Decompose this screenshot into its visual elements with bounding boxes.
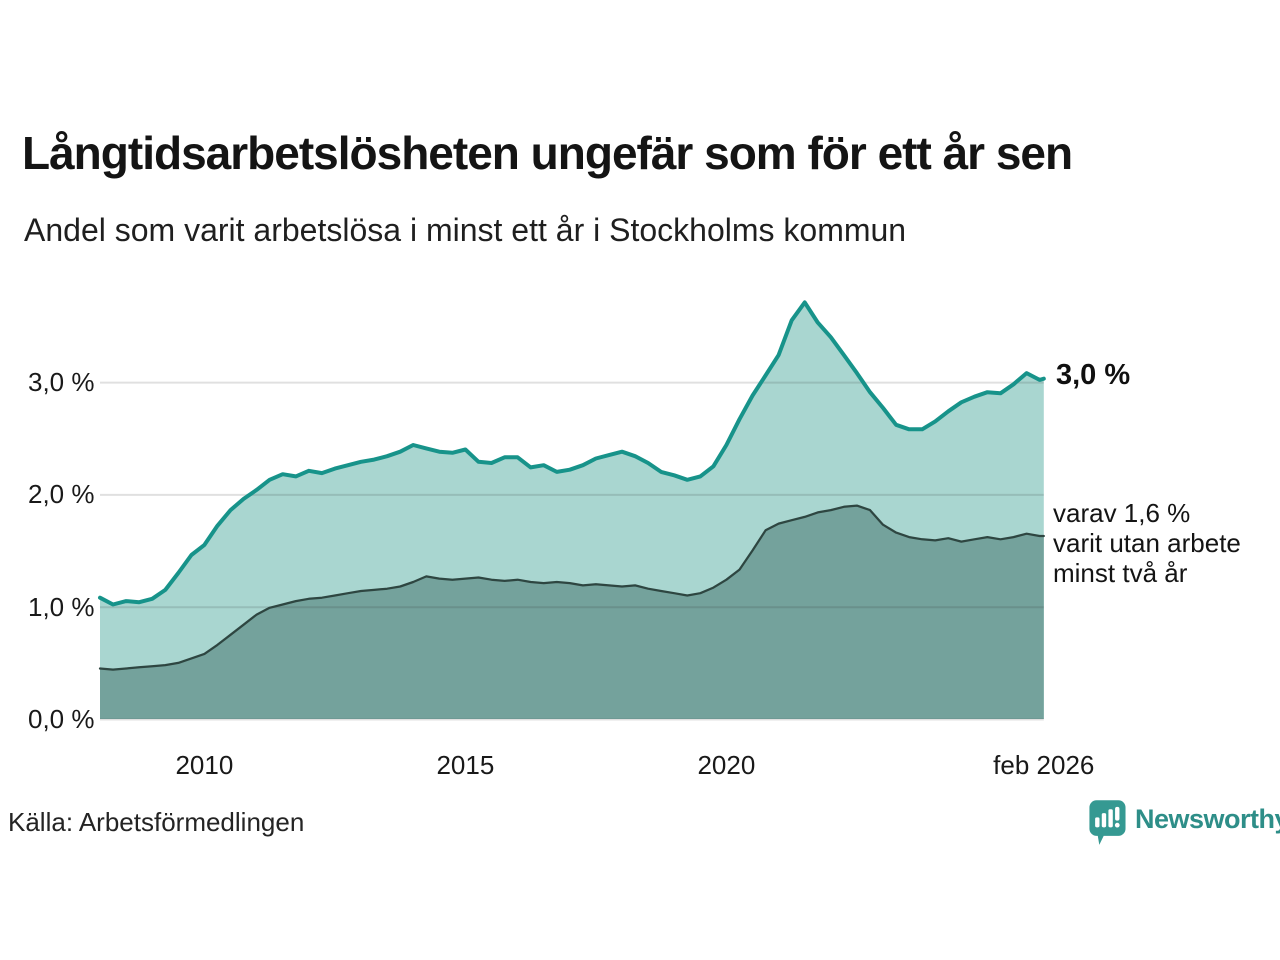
y-tick-label: 3,0 % xyxy=(28,367,95,398)
y-tick-label: 0,0 % xyxy=(28,704,95,734)
newsworthy-logo-icon xyxy=(1089,800,1126,845)
annotation-two-year: varav 1,6 % varit utan arbete minst två … xyxy=(1053,498,1241,588)
x-tick-label: 2015 xyxy=(436,750,495,780)
line-two-year xyxy=(98,504,1045,671)
y-tick-label: 2,0 % xyxy=(28,479,95,510)
x-tick-label: 2010 xyxy=(175,750,234,780)
x-tick-label: 2020 xyxy=(697,750,756,780)
newsworthy-logo: Newsworthy xyxy=(1088,799,1280,849)
source-note: Källa: Arbetsförmedlingen xyxy=(8,807,305,837)
page-subtitle: Andel som varit arbetslösa i minst ett å… xyxy=(24,212,907,248)
x-tick-label: feb 2026 xyxy=(993,750,1095,780)
y-tick-label: 1,0 % xyxy=(28,591,95,622)
area-fill-two-year xyxy=(100,505,1044,719)
newsworthy-wordmark: Newsworthy xyxy=(1135,804,1280,834)
line-one-year xyxy=(98,300,1046,607)
annotation-latest-total: 3,0 % xyxy=(1056,359,1131,391)
page-title: Långtidsarbetslösheten ungefär som för e… xyxy=(22,127,1073,179)
